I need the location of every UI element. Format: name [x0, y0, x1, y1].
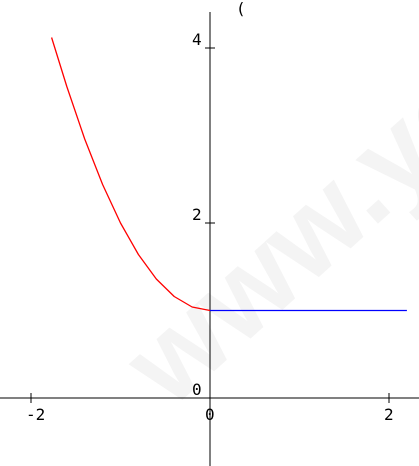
data-series	[50, 37, 407, 312]
series-line-0	[50, 37, 211, 312]
top-mark: (	[236, 0, 246, 18]
y-tick-label: 0	[192, 380, 202, 399]
x-tick-label: -2	[26, 405, 45, 424]
tick-marks	[30, 47, 390, 403]
y-tick-label: 4	[192, 30, 202, 49]
x-tick-label: 0	[205, 405, 215, 424]
tick-labels: -2 0 2 0 2 4	[26, 30, 394, 424]
watermark-text: www.yo	[99, 36, 419, 430]
x-tick-label: 2	[384, 405, 394, 424]
y-tick-label: 2	[192, 205, 202, 224]
